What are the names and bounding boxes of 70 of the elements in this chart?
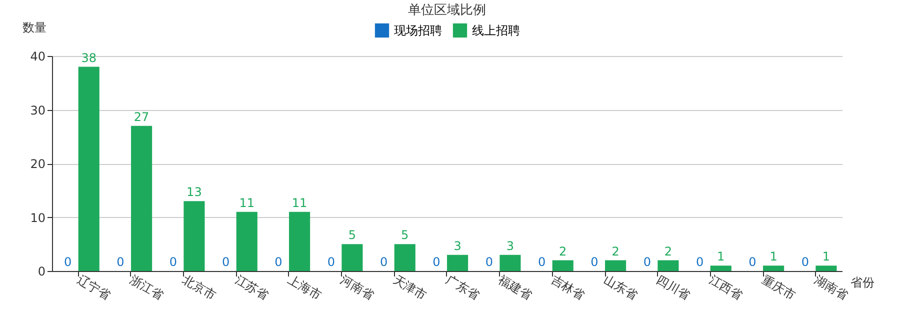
x-tick-label: 上海市 xyxy=(286,272,324,303)
x-axis-title: 省份 xyxy=(850,276,874,290)
data-label: 2 xyxy=(559,244,567,258)
data-label: 0 xyxy=(538,255,546,269)
data-label: 2 xyxy=(612,244,620,258)
data-label: 27 xyxy=(134,110,150,124)
x-tick-label: 重庆市 xyxy=(760,272,798,303)
x-tick-label: 河南省 xyxy=(338,272,376,303)
data-label: 1 xyxy=(717,250,725,264)
data-label: 0 xyxy=(222,255,230,269)
data-label: 0 xyxy=(116,255,124,269)
data-label: 1 xyxy=(822,250,830,264)
y-tick-label: 30 xyxy=(30,103,46,118)
data-label: 0 xyxy=(64,255,72,269)
data-label: 0 xyxy=(485,255,493,269)
data-label: 11 xyxy=(239,196,255,210)
x-tick-label: 湖南省 xyxy=(812,272,850,303)
legend-label: 线上招聘 xyxy=(472,23,520,38)
bar xyxy=(131,126,152,271)
bar xyxy=(816,266,837,271)
x-tick-label: 天津市 xyxy=(390,272,430,303)
data-label: 13 xyxy=(186,185,202,200)
data-label: 0 xyxy=(590,255,598,269)
bar xyxy=(710,266,732,271)
data-label: 0 xyxy=(380,255,388,269)
bar xyxy=(289,212,310,271)
data-label: 2 xyxy=(664,244,672,258)
y-tick-label: 0 xyxy=(38,264,46,278)
data-label: 0 xyxy=(801,255,809,269)
bar xyxy=(763,266,784,271)
bar xyxy=(78,66,100,271)
bar xyxy=(447,254,468,271)
data-label: 0 xyxy=(696,255,704,269)
data-label: 0 xyxy=(432,255,440,269)
data-label: 0 xyxy=(274,255,282,269)
data-label: 0 xyxy=(748,255,756,269)
bar xyxy=(500,254,521,271)
x-tick-label: 江苏省 xyxy=(232,272,272,303)
legend-label: 现场招聘 xyxy=(394,23,442,38)
data-label: 3 xyxy=(506,238,514,253)
data-label: 5 xyxy=(401,228,409,242)
bar xyxy=(605,260,626,271)
x-tick-label: 北京市 xyxy=(180,272,218,303)
bar xyxy=(236,212,258,271)
data-label: 0 xyxy=(169,255,177,269)
data-label: 3 xyxy=(454,238,462,253)
bar xyxy=(184,201,205,271)
chart-title: 单位区域比例 xyxy=(408,3,486,18)
x-tick-label: 四川省 xyxy=(654,272,692,303)
bar xyxy=(658,260,679,271)
y-tick-label: 10 xyxy=(30,210,46,225)
y-axis-title: 数量 xyxy=(22,20,46,34)
bar xyxy=(394,244,416,271)
data-label: 5 xyxy=(348,228,356,242)
data-label: 38 xyxy=(81,50,97,65)
data-label: 1 xyxy=(770,250,778,264)
data-label: 0 xyxy=(327,255,335,269)
data-label: 11 xyxy=(292,196,308,210)
x-tick-label: 辽宁省 xyxy=(74,272,114,303)
x-tick-label: 江西省 xyxy=(706,272,746,303)
x-tick-label: 福建省 xyxy=(496,272,534,303)
x-tick-label: 山东省 xyxy=(602,272,640,303)
bar xyxy=(552,260,574,271)
y-tick-label: 40 xyxy=(30,50,46,64)
x-tick-label: 吉林省 xyxy=(548,272,588,303)
x-tick-label: 广东省 xyxy=(444,272,482,303)
x-tick-label: 浙江省 xyxy=(128,272,166,303)
bar xyxy=(342,244,363,271)
y-tick-label: 20 xyxy=(30,157,46,171)
data-label: 0 xyxy=(643,255,651,269)
